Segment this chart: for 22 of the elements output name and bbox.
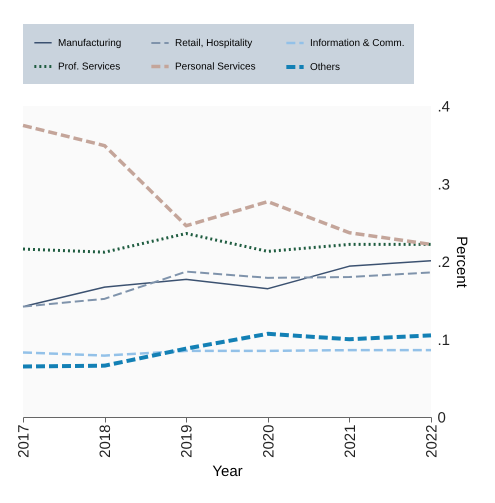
y-tick-label: .1 — [438, 332, 450, 349]
x-tick-label: 2021 — [342, 424, 359, 458]
y-axis-title: Percent — [453, 236, 470, 289]
x-tick-label: 2018 — [97, 424, 114, 458]
x-tick-label: 2019 — [178, 424, 196, 458]
legend-label: Information & Comm. — [310, 38, 404, 49]
line-series — [22, 270, 432, 308]
legend-label: Others — [310, 62, 340, 73]
legend-label: Manufacturing — [58, 38, 122, 49]
line-series — [22, 232, 432, 254]
y-tick-label: .2 — [438, 254, 450, 271]
x-tick-label: 2017 — [16, 424, 32, 458]
x-axis-title: Year — [212, 462, 243, 480]
legend-label: Personal Services — [175, 62, 256, 72]
x-tick-label: 2022 — [424, 424, 440, 458]
line-series — [21, 332, 433, 368]
legend-label: Retail, Hospitality — [175, 38, 252, 49]
y-tick-label: .3 — [438, 176, 450, 194]
y-tick-label: 0 — [438, 410, 446, 426]
x-tick-label: 2020 — [260, 424, 278, 458]
legend-label: Prof. Services — [58, 62, 120, 72]
y-tick-label: .4 — [438, 98, 450, 116]
